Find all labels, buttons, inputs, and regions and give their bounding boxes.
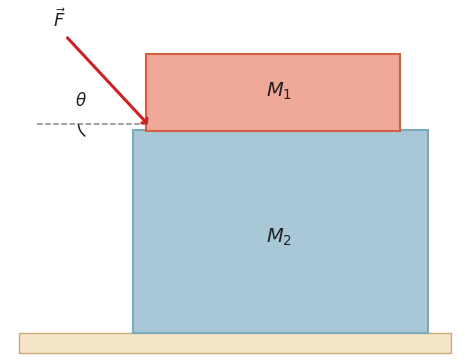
Text: $M_1$: $M_1$ <box>266 81 292 103</box>
Bar <box>19 333 451 353</box>
Text: $M_2$: $M_2$ <box>266 227 292 248</box>
Text: $\theta$: $\theta$ <box>75 92 87 110</box>
Text: $\vec{F}$: $\vec{F}$ <box>53 8 66 31</box>
Bar <box>133 130 428 333</box>
Bar <box>146 54 400 131</box>
